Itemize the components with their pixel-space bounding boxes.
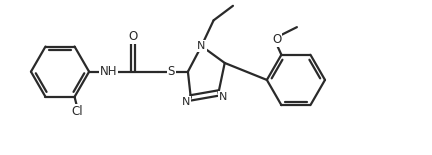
Text: N: N: [197, 41, 206, 51]
Text: S: S: [168, 65, 175, 78]
Text: O: O: [128, 30, 137, 43]
Text: N: N: [182, 97, 190, 107]
Text: NH: NH: [100, 65, 117, 78]
Text: N: N: [219, 92, 228, 102]
Text: Cl: Cl: [71, 105, 83, 118]
Text: O: O: [272, 33, 281, 46]
